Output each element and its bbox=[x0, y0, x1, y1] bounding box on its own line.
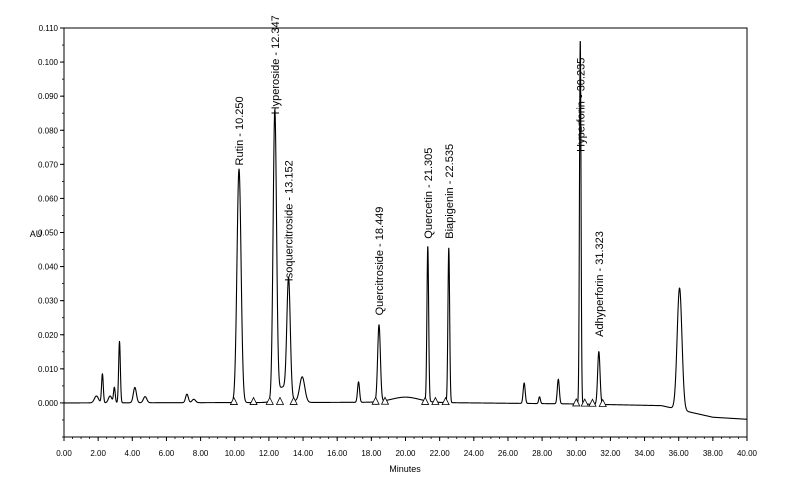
integration-markers bbox=[229, 396, 607, 407]
integration-marker bbox=[249, 396, 258, 405]
y-tick-label: 0.110 bbox=[39, 24, 59, 33]
x-tick-label: 2.00 bbox=[90, 449, 106, 458]
x-tick-label: 18.00 bbox=[361, 449, 382, 458]
integration-marker bbox=[380, 396, 390, 405]
y-tick-label: 0.080 bbox=[38, 126, 59, 135]
x-tick-label: 4.00 bbox=[125, 449, 141, 458]
axes: 0.000 0.010 0.020 0.030 0.040 0.050 0.060 0.070… bbox=[38, 24, 758, 458]
x-tick-label: 32.00 bbox=[600, 449, 621, 458]
x-tick-label: 36.00 bbox=[669, 449, 690, 458]
y-tick-label: 0.020 bbox=[38, 331, 59, 340]
peak-label: Quercitroside - 18.449 bbox=[374, 207, 386, 316]
y-tick-label: 0.050 bbox=[38, 229, 59, 238]
integration-marker bbox=[371, 396, 380, 405]
trace-layer bbox=[63, 41, 748, 420]
integration-marker bbox=[229, 396, 239, 405]
peak-labels: Rutin - 10.250 Hyperoside - 12.347 Isoquer… bbox=[234, 15, 606, 337]
y-tick-label: 0.090 bbox=[38, 92, 59, 101]
integration-marker bbox=[275, 396, 285, 405]
integration-marker bbox=[572, 398, 581, 407]
y-tick-label: 0.040 bbox=[38, 263, 59, 272]
x-tick-label: 16.00 bbox=[327, 449, 348, 458]
integration-marker bbox=[441, 396, 450, 406]
x-tick-label: 22.00 bbox=[430, 449, 451, 458]
x-tick-label: 10.00 bbox=[225, 449, 246, 458]
peak-label: Rutin - 10.250 bbox=[234, 96, 246, 165]
integration-marker bbox=[598, 398, 607, 407]
integration-marker bbox=[420, 396, 430, 405]
y-tick-label: 0.010 bbox=[38, 365, 59, 374]
y-tick-label: 0.000 bbox=[38, 399, 59, 408]
x-tick-label: 28.00 bbox=[532, 449, 553, 458]
x-tick-label: 24.00 bbox=[464, 449, 485, 458]
integration-marker bbox=[265, 396, 274, 405]
x-tick-label: 30.00 bbox=[566, 449, 587, 458]
x-tick-label: 14.00 bbox=[293, 449, 314, 458]
integration-marker bbox=[580, 398, 589, 407]
y-tick-label: 0.060 bbox=[38, 194, 59, 203]
x-tick-label: 38.00 bbox=[703, 449, 724, 458]
x-tick-label: 6.00 bbox=[159, 449, 175, 458]
x-tick-label: 20.00 bbox=[395, 449, 416, 458]
peak-label: Hyperforin - 30.235 bbox=[575, 58, 587, 152]
y-tick-label: 0.100 bbox=[38, 58, 59, 67]
peak-label: Biapigenin - 22.535 bbox=[444, 144, 456, 239]
y-tick-label: 0.030 bbox=[38, 297, 59, 306]
peak-label: Quercetin - 21.305 bbox=[423, 148, 435, 239]
x-axis-title: Minutes bbox=[389, 464, 421, 474]
x-tick-label: 34.00 bbox=[635, 449, 656, 458]
x-tick-label: 26.00 bbox=[498, 449, 519, 458]
integration-marker bbox=[289, 396, 298, 405]
x-tick-label: 0.00 bbox=[56, 449, 72, 458]
y-axis-title: AU bbox=[30, 229, 43, 239]
peak-label: Adhyperforin - 31.323 bbox=[594, 231, 606, 337]
chromatogram-trace bbox=[63, 41, 748, 420]
peak-label: Isoquercitroside - 13.152 bbox=[284, 160, 296, 281]
peak-label: Hyperoside - 12.347 bbox=[270, 15, 282, 114]
plot-frame bbox=[63, 27, 748, 438]
integration-marker bbox=[588, 398, 597, 407]
y-tick-label: 0.070 bbox=[38, 160, 59, 169]
x-tick-label: 8.00 bbox=[193, 449, 209, 458]
integration-marker bbox=[431, 396, 440, 405]
x-tick-label: 12.00 bbox=[259, 449, 280, 458]
x-tick-label: 40.00 bbox=[737, 449, 758, 458]
